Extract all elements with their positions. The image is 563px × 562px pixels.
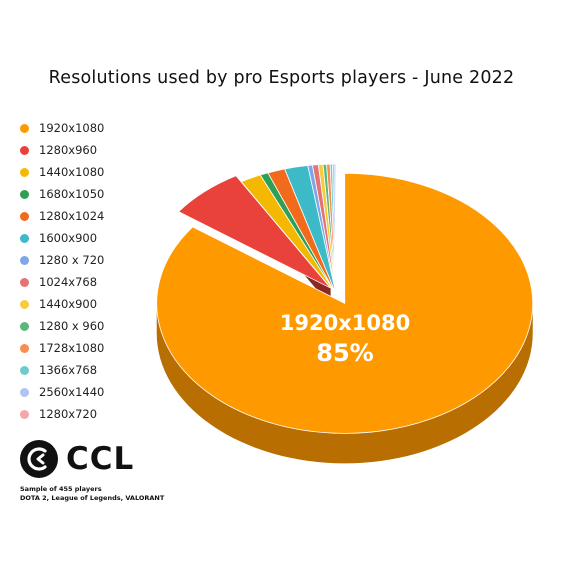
legend-swatch	[20, 321, 29, 331]
legend-item: 1600x900	[20, 227, 104, 249]
legend-swatch	[20, 277, 29, 287]
legend-swatch	[20, 255, 29, 265]
legend-item: 1366x768	[20, 359, 104, 381]
legend-label: 1280x720	[39, 407, 98, 421]
legend-label: 1680x1050	[39, 187, 105, 201]
pie-slice	[334, 163, 337, 295]
legend-item: 1280 x 720	[20, 249, 104, 271]
legend-label: 1024x768	[39, 275, 98, 289]
legend-swatch	[20, 233, 29, 243]
legend-swatch	[20, 123, 29, 133]
legend-swatch	[20, 387, 29, 397]
legend-item: 1280x960	[20, 139, 104, 161]
legend-item: 1680x1050	[20, 183, 104, 205]
legend-label: 1728x1080	[39, 341, 105, 355]
legend-item: 1440x900	[20, 293, 104, 315]
legend-item: 2560x1440	[20, 381, 104, 403]
slice-label-value: 85%	[316, 339, 373, 367]
legend-label: 1366x768	[39, 363, 98, 377]
legend-swatch	[20, 145, 29, 155]
legend: 1920x1080 1280x960 1440x1080 1680x1050 1280x…	[20, 117, 104, 425]
slice-label-name: 1920x1080	[280, 311, 410, 335]
legend-label: 1280 x 960	[39, 319, 105, 333]
ccl-logo: CCL	[20, 440, 134, 478]
legend-swatch	[20, 343, 29, 353]
pie-slice-side	[156, 303, 533, 464]
sample-note-line-1: Sample of 455 players	[20, 485, 102, 493]
legend-item: 1280 x 960	[20, 315, 104, 337]
pie-tops	[156, 163, 534, 434]
legend-item: 1440x1080	[20, 161, 104, 183]
sample-note-line-2: DOTA 2, League of Legends, VALORANT	[20, 493, 165, 502]
legend-item: 1728x1080	[20, 337, 104, 359]
pie-slice	[177, 175, 331, 289]
ccl-logo-icon	[20, 440, 58, 478]
legend-label: 1280x960	[39, 143, 98, 157]
legend-item: 1280x1024	[20, 205, 104, 227]
legend-label: 1440x900	[39, 297, 98, 311]
legend-label: 1600x900	[39, 231, 98, 245]
pie-slice	[156, 172, 534, 434]
legend-label: 2560x1440	[39, 385, 105, 399]
legend-swatch	[20, 167, 29, 177]
legend-swatch	[20, 299, 29, 309]
legend-label: 1920x1080	[39, 121, 105, 135]
legend-swatch	[20, 409, 29, 419]
ccl-logo-text: CCL	[66, 441, 135, 477]
legend-item: 1024x768	[20, 271, 104, 293]
legend-swatch	[20, 211, 29, 221]
legend-item: 1280x720	[20, 403, 104, 425]
legend-swatch	[20, 365, 29, 375]
chart-title: Resolutions used by pro Esports players …	[48, 68, 515, 88]
legend-item: 1920x1080	[20, 117, 104, 139]
sample-note: Sample of 455 players DOTA 2, League of …	[20, 485, 164, 502]
legend-label: 1440x1080	[39, 165, 105, 179]
legend-label: 1280x1024	[39, 209, 105, 223]
legend-swatch	[20, 189, 29, 199]
legend-label: 1280 x 720	[39, 253, 105, 267]
